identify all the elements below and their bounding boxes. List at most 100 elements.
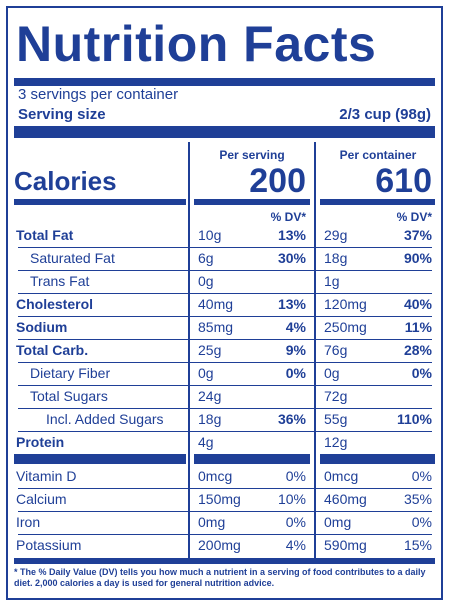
serving-amount: 85mg [198,319,234,335]
serving-amount: 25g [198,342,222,358]
container-amount: 72g [324,388,348,404]
container-dv: 37% [403,227,432,243]
vitamin-container-dv: 35% [403,491,432,507]
calories-label: Calories [14,166,117,196]
row-divider [18,362,432,363]
serving-amount: 24g [198,388,222,404]
nutrient-name: Total Carb. [16,342,89,358]
container-amount: 12g [324,434,348,450]
vitamin-serving-dv: 4% [285,537,306,553]
serving-dv: 13% [277,296,306,312]
container-dv: 90% [403,250,432,266]
vitamin-serving-amount: 0mg [198,514,226,530]
vitamin-row-divider [18,511,432,512]
column-divider-left [188,142,190,560]
serving-amount: 10g [198,227,222,243]
row-divider [18,431,432,432]
container-dv: 28% [403,342,432,358]
serving-amount: 18g [198,411,222,427]
row-divider [18,408,432,409]
row-divider [18,270,432,271]
row-divider [18,316,432,317]
nutrient-name: Trans Fat [30,273,90,289]
nutrient-name: Incl. Added Sugars [46,411,164,427]
vitamin-name: Iron [16,514,41,530]
vitamin-rule-mid [194,454,310,464]
container-amount: 18g [324,250,348,266]
serving-dv: 36% [277,411,306,427]
container-dv: 0% [411,365,432,381]
vitamin-container-dv: 0% [411,514,432,530]
nutrient-name: Total Sugars [30,388,108,404]
vitamin-rule-left [14,454,186,464]
serving-dv: 0% [285,365,306,381]
footnote: * The % Daily Value (DV) tells you how m… [14,567,426,588]
nutrient-name: Saturated Fat [30,250,115,266]
vitamin-container-amount: 590mg [324,537,367,553]
serving-amount: 40mg [198,296,234,312]
container-amount: 0g [324,365,340,381]
serving-dv: 13% [277,227,306,243]
serving-amount: 4g [198,434,214,450]
vitamin-container-dv: 0% [411,468,432,484]
nutrient-name: Total Fat [16,227,74,243]
calories-rule-left [14,199,186,205]
vitamin-container-amount: 460mg [324,491,367,507]
container-amount: 250mg [324,319,367,335]
container-dv: 40% [403,296,432,312]
serving-dv: 9% [285,342,306,358]
serving-amount: 6g [198,250,214,266]
nutrient-name: Sodium [16,319,68,335]
serving-amount: 0g [198,273,214,289]
container-dv: 110% [396,411,432,427]
calories-rule-mid [194,199,310,205]
row-divider [18,293,432,294]
vitamin-name: Calcium [16,491,67,507]
vitamin-name: Vitamin D [16,468,77,484]
serving-amount: 0g [198,365,214,381]
serving-dv: 4% [285,319,306,335]
nutrient-name: Cholesterol [16,296,94,312]
nutrient-name: Dietary Fiber [30,365,111,381]
vitamin-serving-amount: 150mg [198,491,241,507]
per-serving-header: Per serving [219,148,285,162]
container-dv: 11% [404,319,432,335]
vitamin-name: Potassium [16,537,82,553]
per-container-header: Per container [339,148,417,162]
column-divider-right [314,142,316,560]
vitamin-row-divider [18,488,432,489]
nutrition-label: Nutrition Facts 3 servings per container… [6,6,443,600]
vitamin-row-divider [18,534,432,535]
serving-dv: 30% [277,250,306,266]
vitamin-serving-dv: 0% [285,514,306,530]
dv-header-container: % DV* [396,210,432,224]
row-divider [18,247,432,248]
title-rule [14,78,435,86]
vitamin-rule-right [320,454,435,464]
calories-per-container: 610 [375,162,432,200]
footnote-rule [14,558,435,564]
vitamin-container-amount: 0mcg [324,468,359,484]
calories-rule-right [320,199,435,205]
vitamin-container-amount: 0mg [324,514,352,530]
vitamin-serving-amount: 0mcg [198,468,233,484]
serving-size-value: 2/3 cup (98g) [339,106,431,123]
container-amount: 1g [324,273,340,289]
dv-header-serving: % DV* [270,210,306,224]
vitamin-serving-amount: 200mg [198,537,241,553]
container-amount: 76g [324,342,348,358]
row-divider [18,339,432,340]
row-divider [18,385,432,386]
vitamin-serving-dv: 0% [285,468,306,484]
serving-size-label: Serving size [18,106,106,123]
label-title: Nutrition Facts [16,16,377,72]
calories-per-serving: 200 [249,162,306,200]
serving-rule [14,126,435,138]
vitamin-container-dv: 15% [403,537,432,553]
nutrient-name: Protein [16,434,65,450]
vitamin-serving-dv: 10% [277,491,306,507]
container-amount: 29g [324,227,348,243]
container-amount: 55g [324,411,348,427]
servings-per-container: 3 servings per container [18,86,179,103]
container-amount: 120mg [324,296,367,312]
